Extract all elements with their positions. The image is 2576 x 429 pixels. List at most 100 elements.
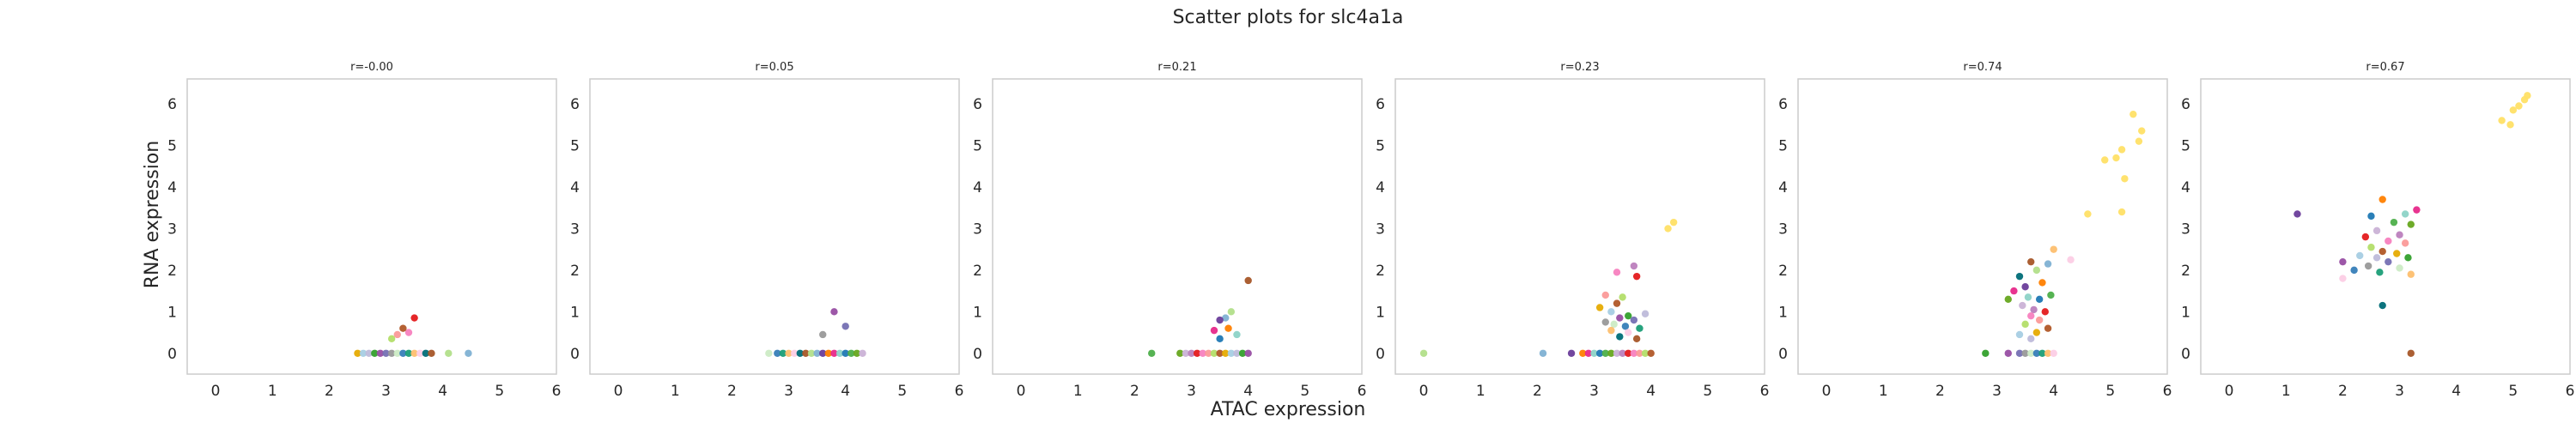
data-point [841, 323, 849, 330]
data-point [2356, 251, 2364, 260]
x-tick-label: 4 [1646, 383, 1656, 400]
x-tick-label: 3 [381, 383, 391, 400]
data-point [853, 349, 861, 357]
data-point [1601, 349, 1609, 357]
data-point [2038, 279, 2046, 287]
data-point [1625, 311, 1632, 320]
data-point [2396, 264, 2403, 272]
data-point [1210, 326, 1218, 335]
y-tick-label: 5 [1778, 138, 1788, 155]
data-point [399, 324, 407, 332]
y-tick-label: 1 [570, 304, 580, 321]
data-point [2520, 96, 2529, 104]
data-point [1982, 349, 1990, 357]
data-point [1625, 329, 1632, 336]
data-point [1595, 349, 1604, 357]
data-point [2393, 250, 2401, 257]
data-point [1222, 314, 1230, 322]
data-point [1630, 316, 1638, 324]
data-point [428, 349, 435, 357]
data-point [765, 349, 773, 357]
data-point [2367, 212, 2375, 221]
data-point [802, 349, 810, 357]
data-point [774, 349, 781, 357]
data-point [2035, 295, 2044, 303]
x-tick-label: 3 [1992, 383, 2002, 400]
x-tick-label: 3 [1187, 383, 1196, 400]
data-point [1616, 333, 1624, 341]
data-point [445, 349, 453, 357]
data-point [824, 349, 833, 357]
y-tick-label: 3 [167, 221, 177, 238]
x-tick-label: 6 [1760, 383, 1770, 400]
data-point [1579, 349, 1587, 357]
data-point [1619, 349, 1626, 357]
data-point [2404, 254, 2412, 262]
x-tick-label: 5 [1300, 383, 1309, 400]
x-tick-label: 1 [268, 383, 277, 400]
x-tick-label: 1 [2281, 383, 2291, 400]
x-tick-label: 0 [211, 383, 221, 400]
y-tick-label: 1 [167, 304, 177, 321]
y-tick-label: 2 [570, 263, 580, 280]
data-point [359, 349, 368, 357]
x-tick-label: 2 [1130, 383, 1139, 400]
data-point [2367, 244, 2375, 251]
data-point [365, 349, 373, 357]
data-point [1148, 349, 1156, 357]
data-point [2032, 329, 2041, 336]
x-tick-label: 0 [2225, 383, 2234, 400]
data-point [1233, 349, 1241, 357]
data-point [2024, 293, 2032, 301]
data-point [1641, 349, 1649, 357]
y-tick-label: 0 [1376, 346, 1385, 363]
y-tick-label: 4 [2181, 179, 2190, 196]
data-point [387, 335, 396, 343]
data-point [2050, 349, 2057, 357]
data-point [2293, 210, 2301, 218]
data-point [1607, 326, 1615, 335]
y-tick-label: 1 [2181, 304, 2190, 321]
data-point [2515, 102, 2523, 110]
y-tick-label: 0 [973, 346, 982, 363]
data-point [2015, 349, 2024, 357]
data-point [1595, 304, 1604, 311]
data-point [2050, 245, 2057, 253]
data-point [1244, 349, 1252, 357]
data-point [2004, 295, 2012, 303]
data-point [819, 330, 827, 339]
data-point [807, 349, 816, 357]
data-point [371, 349, 379, 357]
x-tick-label: 3 [2395, 383, 2404, 400]
data-point [1664, 225, 1672, 233]
data-point [841, 349, 849, 357]
panel-frame [1797, 78, 2168, 375]
x-axis-label: ATAC expression [1211, 399, 1366, 420]
y-tick-label: 6 [973, 96, 982, 113]
data-point [1619, 293, 1626, 301]
x-tick-label: 5 [2508, 383, 2518, 400]
scatter-panel-6: r=0.67 0 1 2 3 4 5 6 0 1 2 3 4 5 6 [2181, 61, 2574, 400]
data-point [848, 349, 855, 357]
x-tick-label: 2 [325, 383, 334, 400]
data-point [2032, 349, 2041, 357]
scatter-panels: r=-0.00 0 1 2 3 4 5 6 0 1 2 3 4 5 6 r=0.05 0 1 2 3 4 5 6 0 1 2 3 4 5… [167, 61, 2574, 400]
data-point [2019, 301, 2026, 310]
data-point [830, 349, 838, 357]
y-tick-label: 2 [1376, 263, 1385, 280]
data-point [2044, 349, 2052, 357]
x-tick-label: 4 [1243, 383, 1253, 400]
data-point [2015, 272, 2024, 281]
y-tick-label: 4 [167, 179, 177, 196]
data-point [1669, 218, 1678, 227]
data-point [1539, 349, 1547, 357]
data-point [382, 349, 390, 357]
x-tick-label: 4 [2451, 383, 2461, 400]
data-point [2015, 330, 2024, 339]
data-point [2032, 266, 2041, 275]
data-point [2030, 305, 2038, 314]
data-point [1210, 349, 1218, 357]
data-point [2407, 221, 2415, 228]
figure-title: Scatter plots for slc4a1a [1173, 7, 1404, 28]
